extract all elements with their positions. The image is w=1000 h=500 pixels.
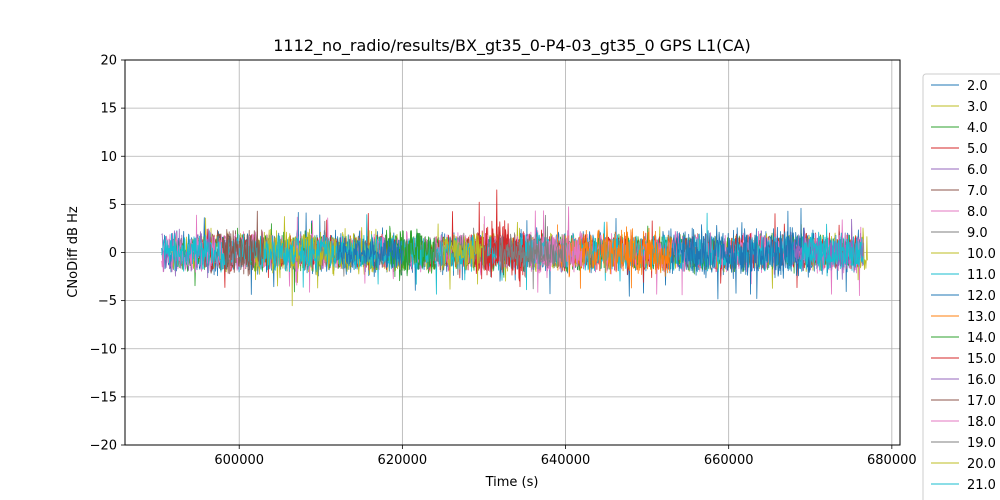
plot-area (161, 189, 868, 307)
legend-label: 21.0 (967, 478, 996, 493)
axis-ticks: 600000 620000 640000 660000 680000 −20 −15 −10 −… (90, 54, 917, 469)
x-tick-label: 680000 (867, 453, 917, 468)
legend-label: 14.0 (967, 331, 996, 346)
legend-label: 13.0 (967, 310, 996, 325)
y-tick-label: 20 (100, 54, 117, 69)
legend-label: 10.0 (967, 247, 996, 262)
legend-label: 15.0 (967, 352, 996, 367)
legend-label: 9.0 (967, 226, 988, 241)
legend-label: 11.0 (967, 268, 996, 283)
legend-label: 8.0 (967, 205, 988, 220)
legend-label: 20.0 (967, 457, 996, 472)
series-line-13-0 (557, 221, 672, 289)
chart-title: 1112_no_radio/results/BX_gt35_0-P4-03_gt… (273, 36, 750, 56)
y-tick-label: −20 (90, 439, 117, 454)
y-tick-label: 10 (100, 150, 117, 165)
y-axis-label: CNoDiff dB Hz (66, 206, 81, 298)
series-line-19-0 (499, 214, 566, 278)
y-tick-label: −5 (98, 294, 117, 309)
legend-label: 19.0 (967, 436, 996, 451)
legend-label: 7.0 (967, 184, 988, 199)
legend-label: 4.0 (967, 121, 988, 136)
y-tick-label: 15 (100, 102, 117, 117)
legend-label: 17.0 (967, 394, 996, 409)
y-tick-label: −10 (90, 342, 117, 357)
legend-frame (922, 73, 1000, 500)
series-line-20-0 (442, 232, 485, 290)
legend-label: 3.0 (967, 100, 988, 115)
y-tick-label: −15 (90, 390, 117, 405)
x-tick-label: 640000 (541, 453, 591, 468)
legend-label: 12.0 (967, 289, 996, 304)
x-axis-label: Time (s) (485, 475, 539, 490)
series-line-12-0 (671, 207, 811, 299)
series-line-17-0 (222, 210, 265, 273)
series-line-15-0 (475, 189, 526, 282)
x-tick-label: 620000 (378, 453, 428, 468)
legend: 2.0 3.0 4.0 5.0 6.0 7.0 8.0 9.0 10.0 11.0 12.0 13.0… (922, 73, 1000, 500)
legend-label: 18.0 (967, 415, 996, 430)
legend-label: 2.0 (967, 79, 988, 94)
legend-label: 5.0 (967, 142, 988, 157)
y-tick-label: 0 (109, 246, 117, 261)
legend-label: 6.0 (967, 163, 988, 178)
x-tick-label: 660000 (704, 453, 754, 468)
series-line-21-0 (801, 223, 864, 271)
legend-label: 16.0 (967, 373, 996, 388)
series-line-22-0 (336, 236, 403, 269)
y-tick-label: 5 (109, 198, 117, 213)
x-tick-label: 600000 (214, 453, 264, 468)
